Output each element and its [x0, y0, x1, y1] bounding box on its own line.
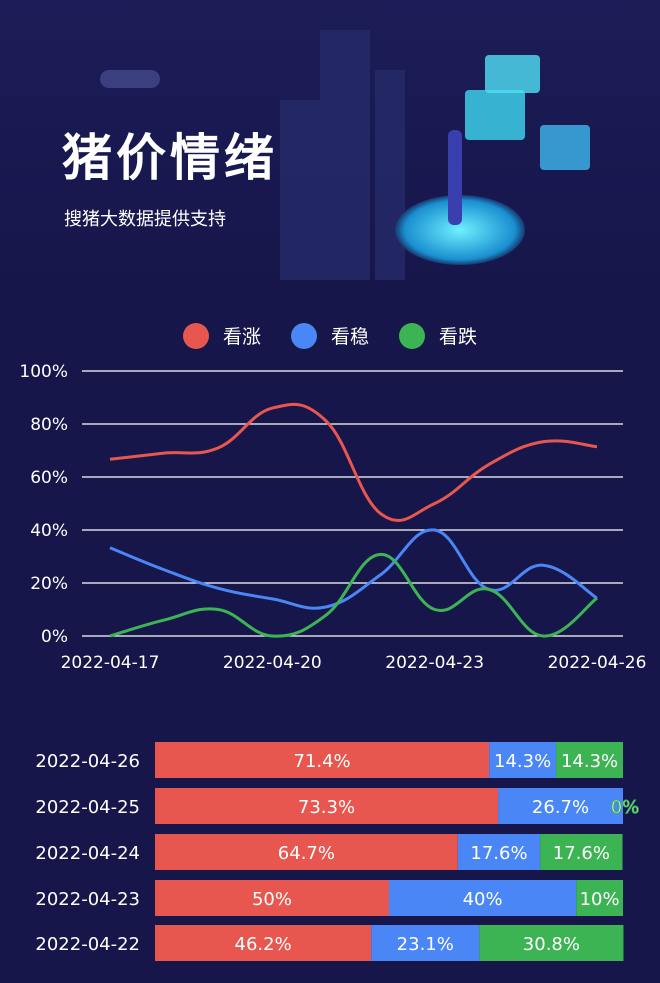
x-tick-label: 2022-04-20 — [223, 653, 322, 673]
bar-value-label: 14.3% — [561, 751, 618, 772]
legend-item-down[interactable]: 看跌 — [399, 322, 477, 349]
person-illustration — [448, 130, 462, 225]
bar-value-label: 64.7% — [278, 843, 335, 864]
bar-value-label: 71.4% — [293, 751, 350, 772]
series-line-2 — [109, 552, 598, 638]
building-decoration — [280, 100, 320, 280]
bar-value-label: 0% — [611, 797, 640, 818]
bar-value-label: 23.1% — [397, 934, 454, 955]
bar-segment — [155, 925, 372, 961]
y-tick-label: 0% — [41, 627, 68, 647]
bar-value-label: 40% — [463, 889, 503, 910]
bar-segment — [389, 880, 577, 916]
page-title: 猪价情绪 — [62, 129, 278, 187]
x-tick-label: 2022-04-26 — [548, 653, 647, 673]
legend-dot-icon — [182, 322, 209, 349]
legend-item-stable[interactable]: 看稳 — [290, 322, 369, 349]
building-decoration — [320, 30, 370, 280]
dashboard-panel-illustration — [485, 55, 540, 93]
x-tick-label: 2022-04-23 — [385, 653, 484, 673]
chart-legend: 看涨 看稳 看跌 — [0, 322, 660, 349]
bar-value-label: 17.6% — [553, 843, 610, 864]
y-tick-label: 100% — [19, 362, 68, 382]
y-tick-label: 80% — [30, 415, 68, 435]
bar-segment — [498, 788, 623, 824]
legend-item-up[interactable]: 看涨 — [182, 322, 261, 349]
bar-segment — [556, 742, 623, 778]
legend-dot-icon — [290, 322, 317, 349]
bar-segment — [457, 834, 541, 870]
bar-segment — [576, 880, 623, 916]
bar-segment — [155, 880, 389, 916]
header-banner — [0, 0, 660, 300]
bar-value-label: 30.8% — [523, 934, 580, 955]
dashboard-panel-illustration — [465, 90, 525, 140]
bar-value-label: 17.6% — [470, 843, 527, 864]
building-decoration — [375, 70, 405, 280]
bar-value-label: 26.7% — [532, 797, 589, 818]
bar-category-label: 2022-04-24 — [35, 843, 140, 864]
bar-segment — [155, 834, 458, 870]
bar-value-label: 46.2% — [235, 934, 292, 955]
x-tick-label: 2022-04-17 — [61, 653, 160, 673]
bar-category-label: 2022-04-23 — [35, 889, 140, 910]
bar-segment — [479, 925, 624, 961]
bar-value-label: 14.3% — [494, 751, 551, 772]
bar-segment — [155, 788, 499, 824]
legend-label: 看跌 — [439, 326, 478, 348]
legend-dot-icon — [399, 322, 425, 349]
bar-segment — [489, 742, 557, 778]
series-line-0 — [109, 402, 598, 522]
bar-category-label: 2022-04-22 — [35, 934, 140, 955]
page-subtitle: 搜猪大数据提供支持 — [64, 209, 226, 230]
y-tick-label: 40% — [30, 521, 68, 541]
bar-segment — [371, 925, 480, 961]
y-tick-label: 20% — [30, 574, 68, 594]
bar-category-label: 2022-04-25 — [35, 797, 140, 818]
legend-label: 看稳 — [330, 326, 369, 348]
y-tick-label: 60% — [30, 468, 68, 488]
bar-value-label: 50% — [252, 889, 292, 910]
bar-value-label: 73.3% — [298, 797, 355, 818]
cloud-icon — [100, 70, 160, 88]
bar-segment — [155, 742, 490, 778]
bar-segment — [540, 834, 623, 870]
dashboard-panel-illustration — [540, 125, 590, 170]
bar-category-label: 2022-04-26 — [35, 751, 140, 772]
legend-label: 看涨 — [222, 326, 261, 348]
bar-value-label: 10% — [580, 889, 620, 910]
series-line-1 — [109, 528, 598, 610]
